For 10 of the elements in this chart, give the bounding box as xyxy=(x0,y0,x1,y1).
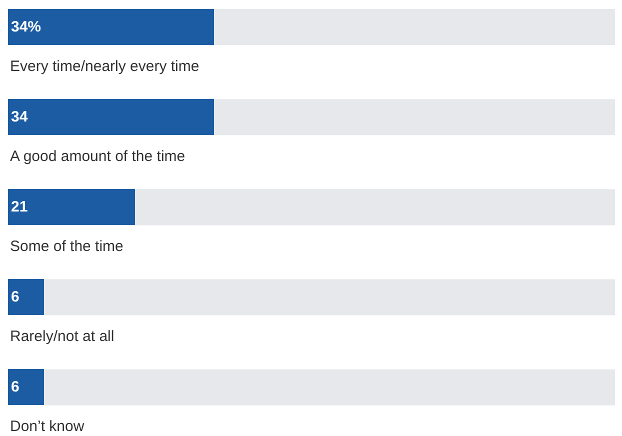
y-tick-label: Some of the time xyxy=(10,238,124,255)
y-tick-label: Rarely/not at all xyxy=(10,328,114,345)
data-label: 6 xyxy=(11,288,20,306)
data-label: 34 xyxy=(11,108,28,126)
data-label: 34% xyxy=(11,18,42,36)
data-label: 6 xyxy=(11,378,20,396)
y-tick-label: Don’t know xyxy=(10,418,84,435)
y-tick-label: Every time/nearly every time xyxy=(10,58,200,75)
y-tick-label: A good amount of the time xyxy=(10,148,186,165)
data-label: 21 xyxy=(11,198,28,216)
